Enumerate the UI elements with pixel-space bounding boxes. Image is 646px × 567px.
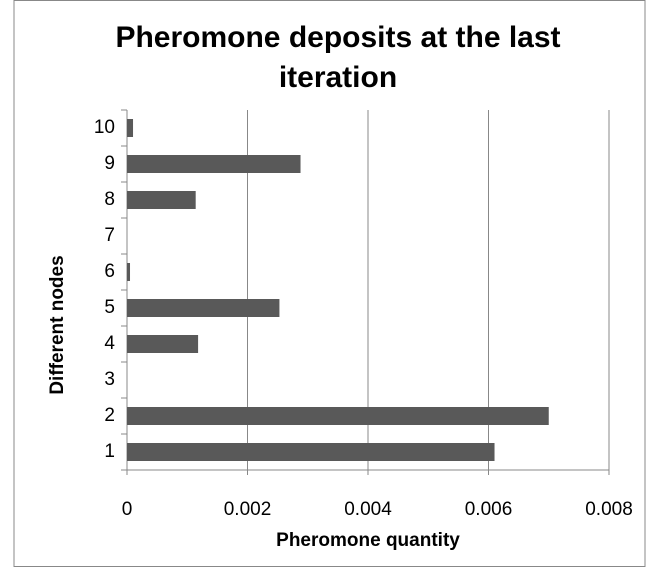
y-tick-label: 4: [104, 333, 115, 354]
y-tick-label: 3: [104, 369, 115, 390]
y-tick-label: 8: [104, 189, 115, 210]
bar: [127, 299, 280, 317]
y-tick-label: 9: [104, 153, 115, 174]
x-tick-label: 0.008: [585, 499, 633, 520]
bar: [127, 155, 301, 173]
x-tick-label: 0: [122, 499, 133, 520]
y-axis-title: Different nodes: [47, 255, 68, 394]
chart-title: Pheromone deposits at the last iteration: [115, 21, 561, 94]
y-tick-label: 6: [104, 261, 115, 282]
x-tick-label: 0.004: [344, 499, 392, 520]
y-tick-label: 10: [94, 117, 115, 138]
bar: [127, 119, 134, 137]
x-axis-title: Pheromone quantity: [276, 530, 460, 551]
bar: [127, 407, 549, 425]
y-tick-label: 1: [104, 441, 115, 462]
bar: [127, 335, 199, 353]
bar: [127, 263, 131, 281]
bar: [127, 191, 196, 209]
y-tick-label: 5: [104, 297, 115, 318]
x-tick-label: 0.002: [224, 499, 272, 520]
y-tick-label: 2: [104, 405, 115, 426]
bar: [127, 443, 495, 461]
x-tick-label: 0.006: [465, 499, 513, 520]
y-tick-label: 7: [104, 225, 115, 246]
